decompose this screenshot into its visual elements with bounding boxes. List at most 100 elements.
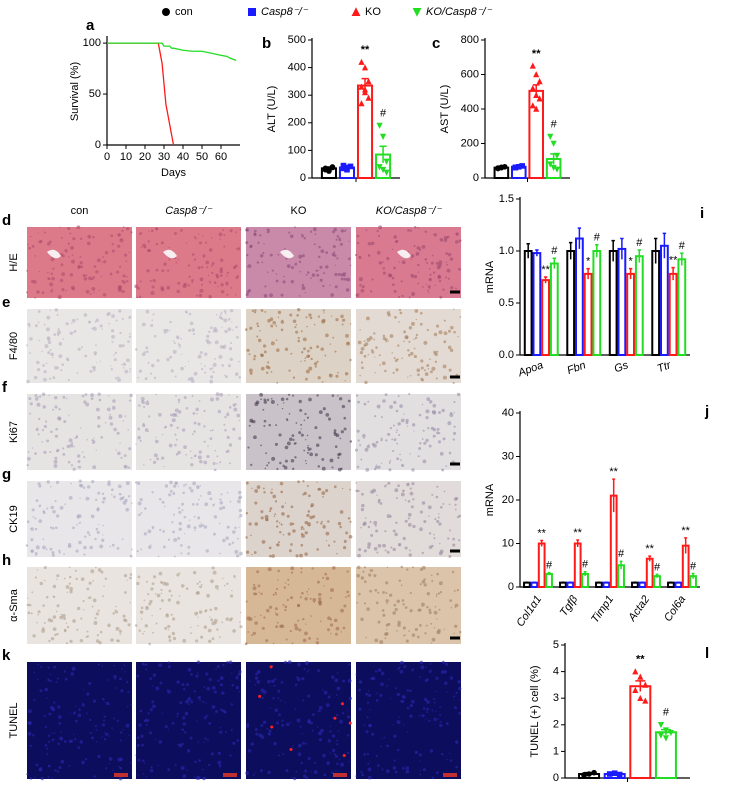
texture (167, 625, 170, 628)
texture (202, 777, 206, 781)
texture (234, 577, 235, 578)
texture (150, 766, 152, 768)
texture (41, 351, 42, 352)
texture (403, 330, 406, 333)
texture (173, 538, 177, 542)
texture (84, 354, 87, 357)
texture (138, 514, 141, 517)
texture (237, 500, 241, 504)
texture (327, 628, 330, 631)
texture (89, 534, 91, 536)
texture (293, 376, 295, 378)
texture (101, 736, 102, 737)
texture (399, 309, 401, 311)
texture (457, 393, 460, 396)
texture (325, 413, 329, 417)
texture (215, 340, 219, 344)
texture (314, 243, 316, 245)
texture (107, 482, 111, 486)
texture (147, 249, 150, 252)
texture (449, 599, 452, 602)
texture (304, 770, 307, 773)
texture (219, 636, 221, 638)
texture (152, 279, 155, 282)
texture (223, 346, 225, 348)
texture (232, 530, 236, 534)
texture (318, 488, 321, 491)
texture (113, 355, 114, 356)
texture (97, 425, 100, 428)
texture (307, 447, 309, 449)
texture (406, 770, 410, 774)
texture (219, 765, 222, 768)
texture (29, 745, 31, 747)
texture (436, 573, 439, 576)
texture (330, 618, 332, 620)
bar (639, 583, 645, 587)
texture (60, 506, 64, 510)
texture (196, 485, 200, 489)
x-tick-label: Col6a (662, 594, 688, 624)
texture (126, 481, 130, 485)
texture (307, 435, 309, 437)
texture (44, 324, 46, 326)
significance: ** (361, 44, 370, 56)
texture (284, 702, 285, 703)
texture (150, 373, 152, 375)
texture (125, 508, 129, 512)
texture (153, 674, 156, 677)
texture (137, 550, 139, 552)
texture (270, 325, 273, 328)
texture (341, 631, 342, 632)
texture (448, 253, 451, 256)
texture (62, 447, 64, 449)
texture (413, 339, 414, 340)
texture (237, 538, 239, 540)
texture (403, 537, 406, 540)
texture (305, 357, 307, 359)
texture (196, 777, 199, 780)
texture (34, 394, 37, 397)
texture (414, 348, 416, 350)
texture (102, 698, 105, 701)
texture (108, 312, 111, 315)
texture (231, 684, 234, 687)
texture (378, 621, 381, 624)
texture (438, 592, 440, 594)
texture (46, 747, 48, 749)
texture (194, 372, 198, 376)
texture (307, 671, 309, 673)
texture (65, 678, 68, 681)
texture (409, 690, 412, 693)
texture (234, 527, 236, 529)
texture (206, 702, 207, 703)
texture (263, 616, 265, 618)
texture (276, 525, 278, 527)
texture (453, 438, 455, 440)
texture (343, 605, 346, 608)
texture (214, 690, 217, 693)
texture (278, 754, 280, 756)
texture (280, 700, 282, 702)
texture (325, 265, 328, 268)
texture (110, 638, 114, 642)
texture (54, 396, 57, 399)
texture (145, 624, 148, 627)
texture (435, 361, 437, 363)
texture (259, 393, 263, 397)
texture (355, 254, 357, 256)
texture (298, 255, 302, 259)
texture (290, 566, 294, 570)
texture (326, 761, 330, 765)
texture (188, 329, 191, 332)
texture (294, 326, 296, 328)
texture (176, 439, 178, 441)
texture (158, 413, 162, 417)
texture (220, 493, 222, 495)
texture (449, 278, 450, 279)
survival-line (107, 43, 174, 145)
bar (585, 274, 592, 355)
texture (427, 427, 429, 429)
texture (61, 237, 63, 239)
texture (115, 606, 116, 607)
